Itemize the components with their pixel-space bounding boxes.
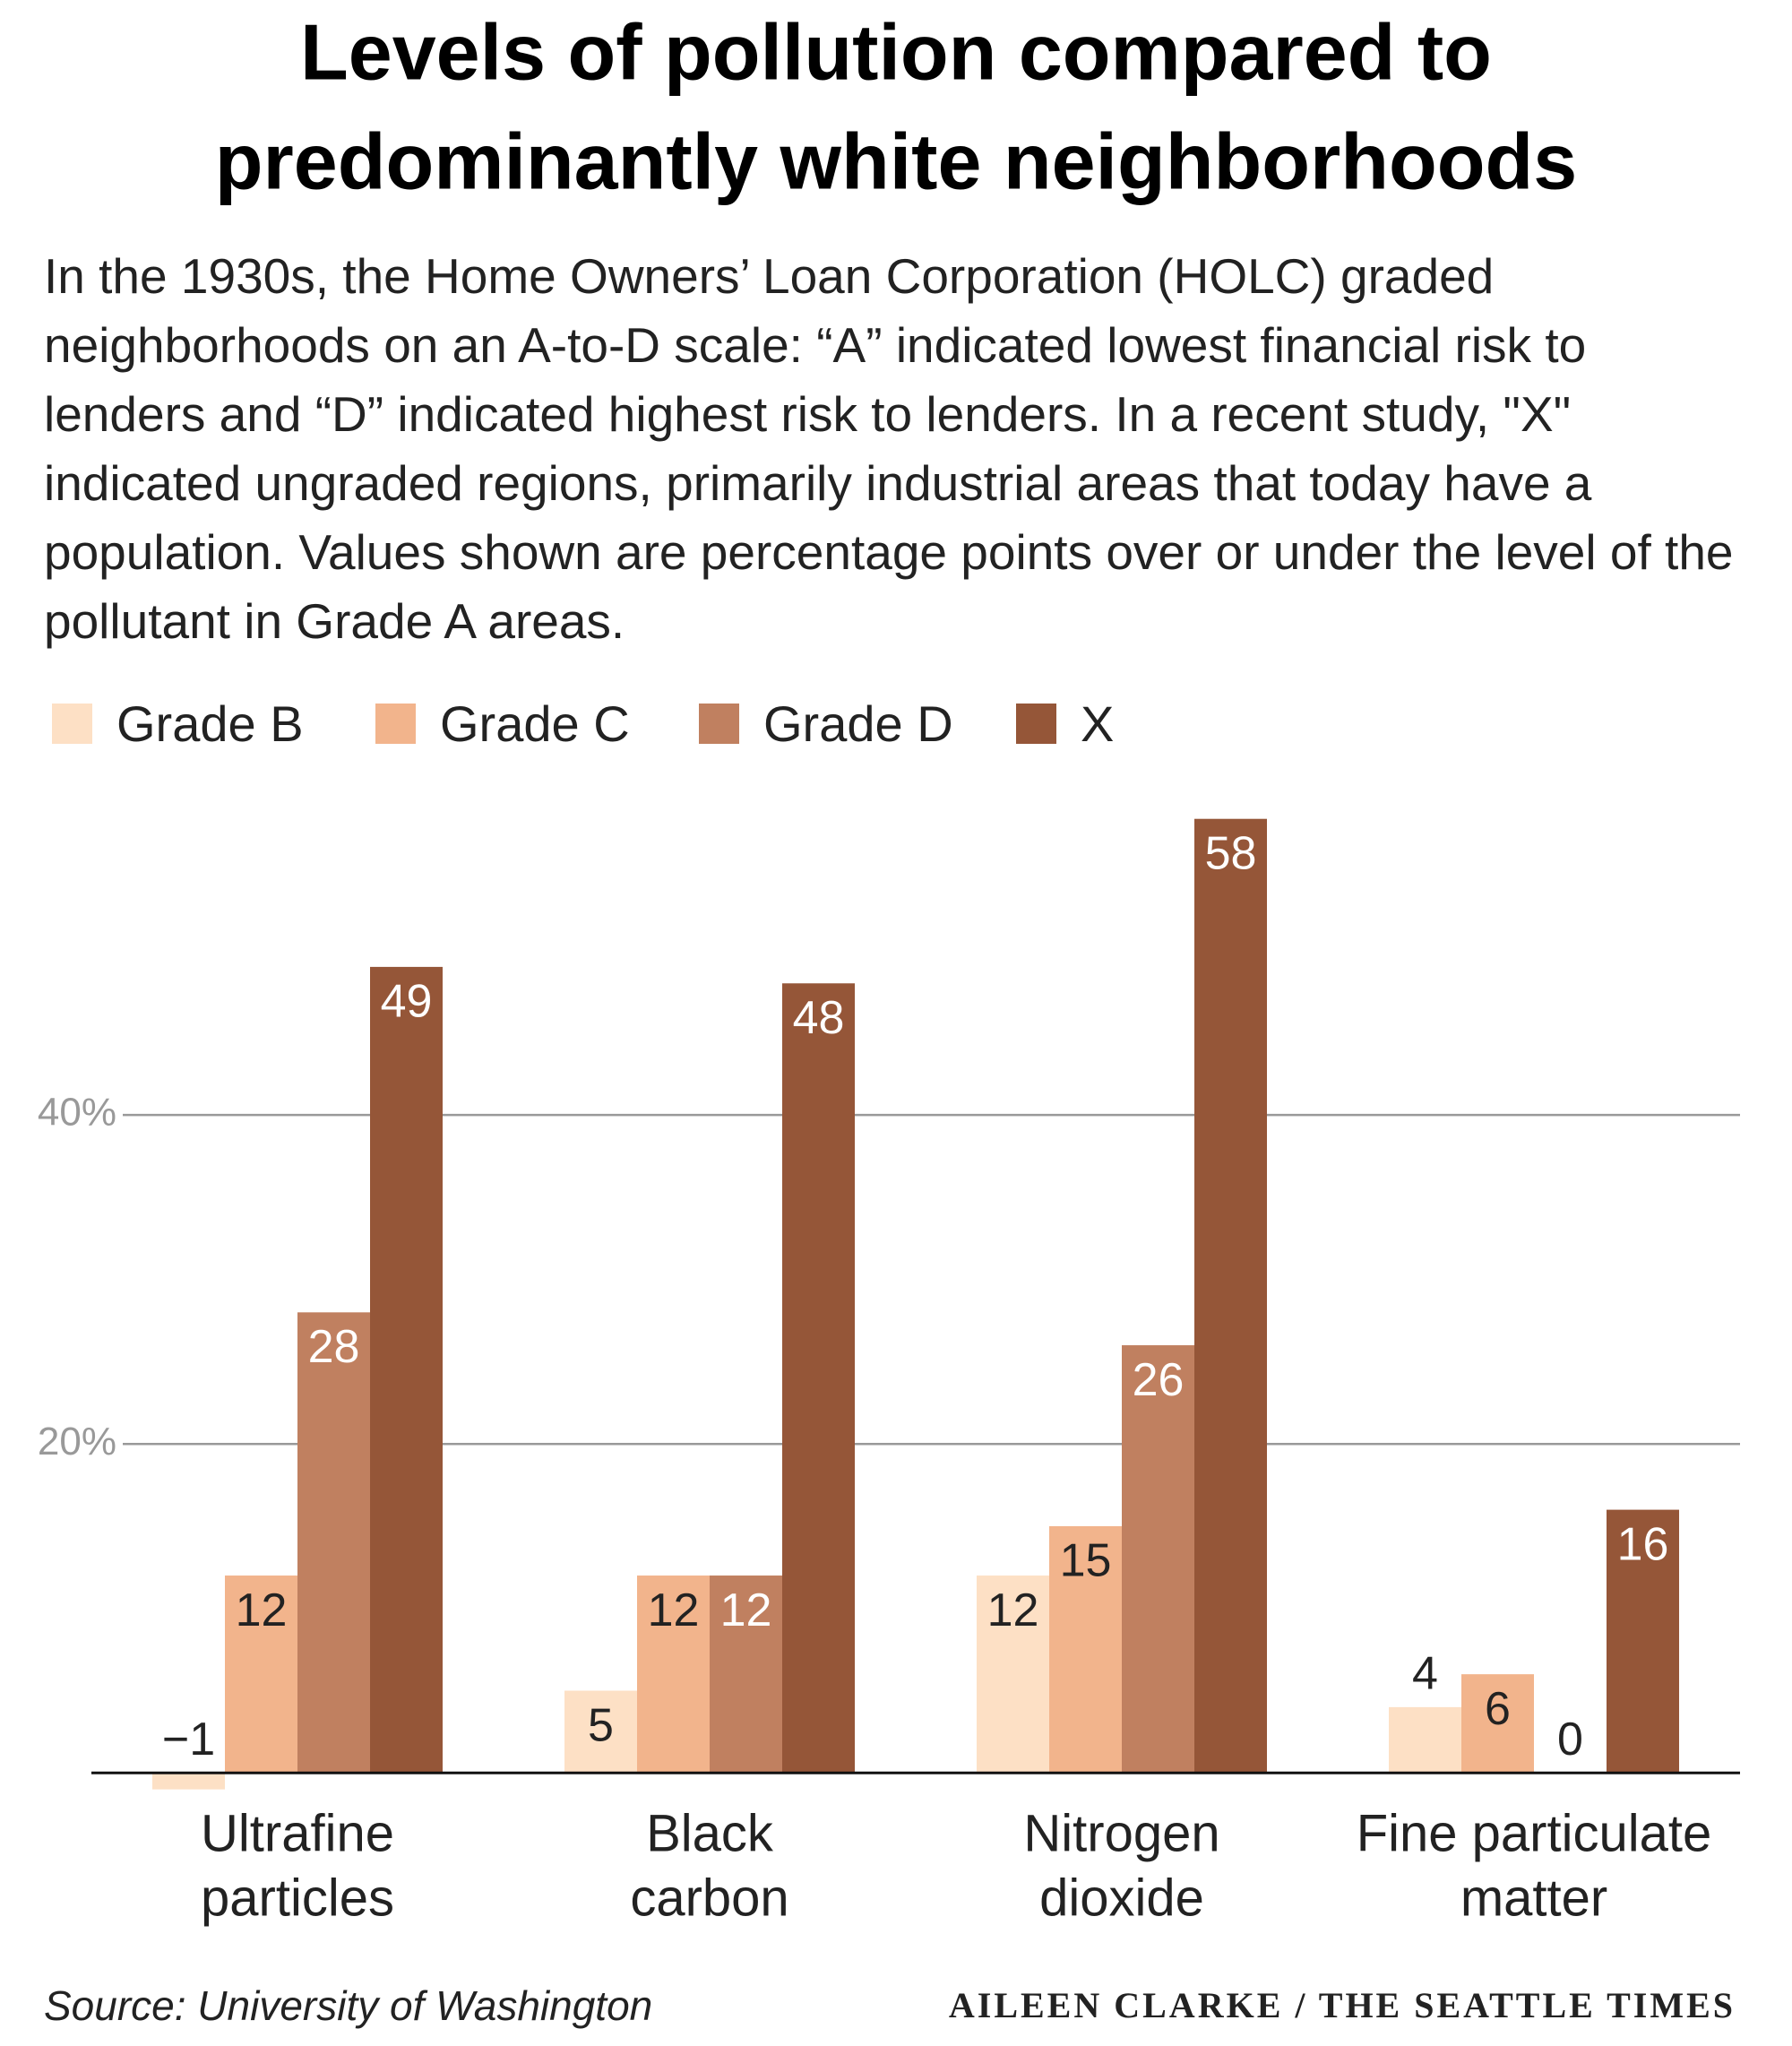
bar: [1122, 1345, 1194, 1774]
bar: [710, 1576, 782, 1774]
legend-label: Grade D: [763, 695, 953, 752]
value-label: 6: [1485, 1683, 1511, 1735]
source: Source: University of Washington: [44, 1982, 652, 2029]
credit: AILEEN CLARKE / THE SEATTLE TIMES: [949, 1985, 1736, 2025]
value-label: 0: [1557, 1714, 1583, 1765]
bar: [1607, 1509, 1679, 1774]
value-label: 4: [1412, 1648, 1438, 1700]
value-label: 48: [793, 992, 845, 1044]
legend-label: X: [1081, 695, 1114, 752]
bar: [1389, 1706, 1461, 1774]
chart-title: predominantly white neighborhoods: [215, 117, 1577, 205]
bar: [1049, 1525, 1122, 1774]
value-label: 12: [648, 1584, 700, 1636]
bar: [152, 1773, 225, 1790]
y-tick-label: 20%: [38, 1420, 116, 1463]
value-label: 16: [1617, 1518, 1669, 1570]
legend-swatch: [699, 704, 739, 744]
x-tick-label: Black: [646, 1804, 774, 1862]
x-tick-label: carbon: [630, 1869, 788, 1927]
x-tick-label: dioxide: [1039, 1869, 1204, 1927]
bar: [1461, 1674, 1534, 1774]
bar: [782, 983, 855, 1774]
x-tick-label: Fine particulate: [1357, 1804, 1712, 1862]
x-tick-label: Ultrafine: [201, 1804, 394, 1862]
legend-swatch: [1016, 704, 1056, 744]
value-label: 26: [1133, 1354, 1185, 1406]
value-label: 12: [720, 1584, 772, 1636]
bar: [297, 1312, 370, 1774]
legend-swatch: [52, 704, 92, 744]
value-label: 12: [236, 1584, 288, 1636]
bar: [637, 1576, 710, 1774]
value-label: 5: [588, 1699, 614, 1751]
value-label: −1: [162, 1714, 215, 1765]
x-tick-label: particles: [201, 1869, 394, 1927]
value-label: 12: [987, 1584, 1039, 1636]
bar: [977, 1576, 1049, 1774]
legend-label: Grade B: [116, 695, 304, 752]
bar: [1194, 818, 1267, 1774]
y-tick-label: 40%: [38, 1091, 116, 1135]
chart-title: Levels of pollution compared to: [300, 7, 1492, 96]
legend-label: Grade C: [440, 695, 630, 752]
bar: [564, 1690, 637, 1774]
subtitle: In the 1930s, the Home Owners’ Loan Corp…: [44, 248, 1734, 649]
value-label: 28: [308, 1321, 360, 1373]
bar: [370, 966, 443, 1774]
x-tick-label: matter: [1460, 1869, 1607, 1927]
x-tick-label: Nitrogen: [1023, 1804, 1219, 1862]
value-label: 58: [1205, 827, 1257, 879]
value-label: 49: [381, 976, 433, 1028]
legend-swatch: [375, 704, 416, 744]
bar: [225, 1576, 297, 1774]
value-label: 15: [1060, 1535, 1112, 1587]
